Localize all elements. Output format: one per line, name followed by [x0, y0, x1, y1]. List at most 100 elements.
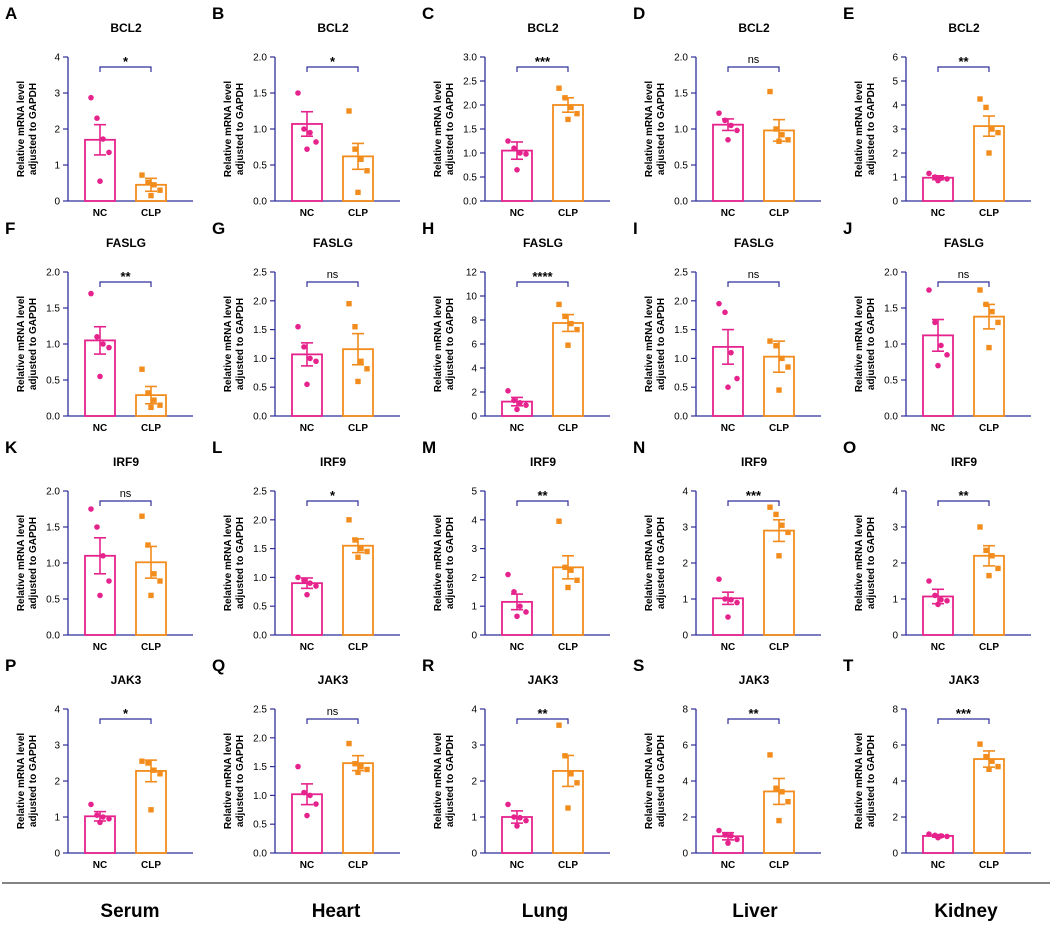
panel-title: BCL2	[527, 21, 559, 35]
category-label: CLP	[141, 860, 161, 871]
data-point-nc	[94, 812, 100, 818]
category-label: NC	[93, 860, 107, 871]
data-point-nc	[938, 342, 944, 349]
bar-clp	[973, 315, 1005, 417]
data-point-nc	[511, 589, 517, 595]
panel-g: G FASLG Relative mRNA leveladjusted to GAP…	[212, 219, 400, 434]
bar-clp	[763, 529, 795, 636]
y-axis-label-line: Relative mRNA level	[223, 81, 234, 178]
data-point-nc	[304, 381, 310, 388]
y-tick-label: 2.0	[884, 268, 898, 279]
panel-letter: N	[633, 438, 645, 457]
panel-o: O IRF9 Relative mRNA leveladjusted to GAPD…	[843, 438, 1031, 653]
panel-title: FASLG	[734, 236, 774, 250]
y-tick-label: 0.5	[253, 161, 267, 172]
data-point-nc	[88, 290, 94, 297]
panel-letter: L	[212, 438, 222, 457]
significance-label: **	[958, 488, 969, 503]
y-tick-label: 4	[471, 364, 477, 375]
y-axis-label-line: adjusted to GAPDH	[866, 735, 877, 827]
category-label: CLP	[348, 860, 368, 871]
data-point-nc	[722, 309, 728, 316]
panel-a: A BCL2 Relative mRNA leveladjusted to GAPD…	[5, 4, 193, 219]
bar-clp	[973, 758, 1005, 854]
data-point-nc	[505, 801, 511, 808]
panel-t: T JAK3 Relative mRNA leveladjusted to GAPD…	[843, 656, 1031, 871]
panel-e: E BCL2 Relative mRNA leveladjusted to GAPD…	[843, 4, 1031, 219]
data-point-clp	[556, 518, 562, 524]
y-tick-label: 2.0	[46, 487, 60, 498]
y-tick-label: 8	[471, 316, 477, 327]
y-tick-label: 1	[54, 813, 60, 824]
data-point-nc	[517, 400, 523, 406]
significance-bracket	[306, 281, 359, 287]
y-axis-label-line: adjusted to GAPDH	[28, 735, 39, 827]
significance-label: *	[123, 54, 129, 69]
y-tick-label: 5	[471, 487, 477, 498]
data-point-nc	[935, 601, 941, 608]
data-point-nc	[734, 127, 740, 134]
panel-r: R JAK3 Relative mRNA leveladjusted to GAPD…	[422, 656, 610, 871]
tissue-label-lung: Lung	[522, 901, 568, 922]
y-tick-label: 0	[682, 849, 688, 860]
y-tick-label: 1	[471, 813, 477, 824]
data-point-clp	[139, 366, 145, 372]
y-axis-label-line: Relative mRNA level	[644, 81, 655, 178]
y-tick-label: 2.0	[253, 53, 267, 64]
y-tick-label: 1.0	[674, 125, 688, 136]
y-axis-label-line: Relative mRNA level	[854, 81, 865, 178]
y-tick-label: 3	[682, 523, 688, 534]
y-tick-label: 1.5	[674, 325, 688, 336]
y-axis-label-line: Relative mRNA level	[16, 515, 27, 612]
panel-letter: S	[633, 656, 644, 675]
data-point-nc	[304, 812, 310, 819]
y-axis-label-line: Relative mRNA level	[644, 515, 655, 612]
y-axis-label: Relative mRNA leveladjusted to GAPDH	[223, 515, 246, 612]
data-point-nc	[313, 583, 319, 589]
y-tick-label: 0.5	[674, 161, 688, 172]
data-point-nc	[926, 170, 932, 177]
data-point-clp	[556, 301, 562, 308]
significance-label: **	[958, 54, 969, 69]
data-point-clp	[565, 805, 571, 811]
data-point-clp	[785, 364, 791, 370]
data-point-clp	[157, 771, 163, 777]
data-point-nc	[295, 574, 301, 581]
category-label: NC	[300, 208, 314, 219]
panel-k: K IRF9 Relative mRNA leveladjusted to GAPD…	[5, 438, 193, 653]
category-label: CLP	[348, 208, 368, 219]
category-label: NC	[93, 423, 107, 434]
y-axis-label-line: adjusted to GAPDH	[235, 298, 246, 390]
y-tick-label: 1.0	[463, 149, 477, 160]
y-tick-label: 0.5	[674, 383, 688, 394]
data-point-nc	[106, 816, 112, 822]
category-label: NC	[721, 642, 735, 653]
y-tick-label: 0.0	[253, 412, 267, 423]
y-axis-label: Relative mRNA leveladjusted to GAPDH	[223, 733, 246, 830]
data-point-clp	[568, 104, 574, 111]
data-point-clp	[785, 137, 791, 143]
y-tick-label: 0.5	[46, 595, 60, 606]
y-tick-label: 0.0	[463, 197, 477, 208]
data-point-clp	[977, 741, 983, 747]
y-tick-label: 2.0	[674, 296, 688, 307]
data-point-nc	[88, 506, 94, 512]
panel-title: FASLG	[523, 236, 563, 250]
data-point-nc	[301, 789, 307, 796]
category-label: CLP	[979, 423, 999, 434]
category-label: NC	[93, 208, 107, 219]
data-point-clp	[148, 592, 154, 599]
data-point-clp	[346, 300, 352, 307]
data-point-nc	[517, 814, 523, 821]
data-point-clp	[151, 182, 157, 188]
data-point-clp	[986, 766, 992, 772]
y-tick-label: 0.0	[674, 197, 688, 208]
panel-letter: K	[5, 438, 18, 457]
y-tick-label: 2.0	[253, 296, 267, 307]
y-axis-label-line: Relative mRNA level	[223, 296, 234, 393]
data-point-nc	[938, 596, 944, 603]
significance-bracket	[516, 281, 569, 287]
y-axis-label-line: adjusted to GAPDH	[656, 83, 667, 175]
y-tick-label: 0.0	[253, 849, 267, 860]
y-tick-label: 2	[682, 813, 688, 824]
